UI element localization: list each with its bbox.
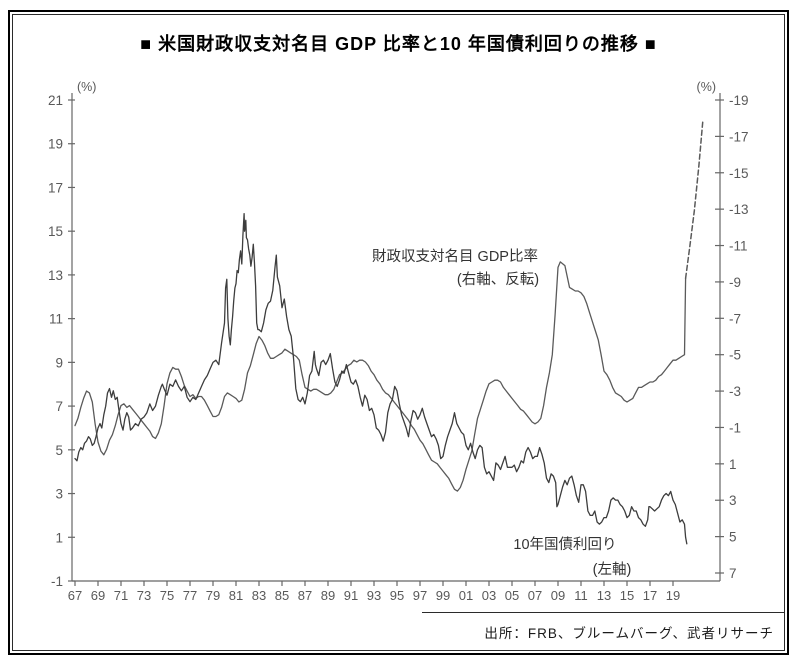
x-axis-tick-label: 75 [160, 588, 174, 603]
left-axis-unit-label: (%) [77, 80, 96, 94]
figure-frame: ■ 米国財政収支対名目 GDP 比率と10 年国債利回りの推移 ■ 21 19 17… [8, 10, 789, 655]
source-note: 出所：FRB、ブルームバーグ、武者リサーチ [422, 612, 784, 650]
x-axis-tick-label: 03 [482, 588, 496, 603]
fiscal-balance-line [74, 261, 687, 492]
left-axis-tick-label: 9 [55, 355, 63, 370]
fiscal-projection-dashed-line [684, 119, 704, 280]
x-axis-tick-label: 73 [137, 588, 151, 603]
annotation-yield-line2: (左軸) [593, 561, 632, 578]
left-axis-tick-label: 11 [49, 312, 63, 327]
right-axis-tick-label: -3 [729, 384, 741, 399]
yield-line [74, 213, 688, 545]
left-axis-tick-label: 21 [48, 93, 63, 108]
x-axis-tick-label: 87 [298, 588, 312, 603]
x-axis-tick-label: 09 [551, 588, 565, 603]
right-axis-tick-label: 5 [729, 530, 737, 545]
dual-axis-line-chart: 21191715131197531-1(%)-19-17-15-13-11-9-… [48, 80, 749, 603]
x-axis-tick-label: 89 [321, 588, 335, 603]
left-axis-tick-label: -1 [51, 574, 63, 589]
right-axis-tick-label: -5 [729, 348, 741, 363]
left-axis-tick-label: 13 [48, 268, 63, 283]
right-axis-tick-label: 3 [729, 493, 737, 508]
annotation-yield-line1: 10年国債利回り [513, 536, 616, 553]
x-axis-tick-label: 81 [229, 588, 243, 603]
right-axis-tick-label: -9 [729, 275, 741, 290]
right-axis-tick-label: -1 [729, 420, 741, 435]
right-axis-tick-label: -19 [729, 93, 749, 108]
x-axis-tick-label: 69 [91, 588, 105, 603]
x-axis-tick-label: 93 [367, 588, 381, 603]
right-axis-tick-label: -7 [729, 311, 741, 326]
x-axis-tick-label: 95 [390, 588, 404, 603]
annotation-fiscal-line1: 財政収支対名目 GDP比率 [372, 248, 538, 265]
x-axis-tick-label: 91 [344, 588, 358, 603]
right-axis-tick-label: -13 [729, 202, 749, 217]
x-axis-tick-label: 13 [597, 588, 611, 603]
left-axis-tick-label: 15 [48, 224, 63, 239]
x-axis-tick-label: 15 [620, 588, 634, 603]
right-axis-unit-label: (%) [697, 80, 716, 94]
x-axis-tick-label: 99 [436, 588, 450, 603]
left-axis-tick-label: 17 [48, 180, 63, 195]
left-axis-tick-label: 5 [55, 443, 63, 458]
right-axis-tick-label: -11 [729, 239, 748, 254]
left-axis-tick-label: 1 [55, 530, 63, 545]
right-axis-tick-label: 7 [729, 566, 737, 581]
x-axis-tick-label: 71 [114, 588, 128, 603]
x-axis-tick-label: 83 [252, 588, 266, 603]
figure-inner-frame: ■ 米国財政収支対名目 GDP 比率と10 年国債利回りの推移 ■ 21 19 17… [12, 14, 785, 651]
x-axis-tick-label: 07 [528, 588, 542, 603]
x-axis-tick-label: 79 [206, 588, 220, 603]
x-axis-tick-label: 17 [643, 588, 657, 603]
chart-area: 21 19 17 15 13 11 9 7 5 3 1 -1 (%) -19 -17 -15 -13 -11 -9-… [14, 65, 790, 615]
left-axis-tick-label: 19 [48, 137, 63, 152]
x-axis-tick-label: 77 [183, 588, 197, 603]
figure-title: ■ 米国財政収支対名目 GDP 比率と10 年国債利回りの推移 ■ [140, 34, 657, 54]
left-axis-tick-label: 3 [55, 487, 63, 502]
x-axis-tick-label: 11 [574, 588, 588, 603]
x-axis-tick-label: 97 [413, 588, 427, 603]
x-axis-tick-label: 01 [459, 588, 473, 603]
right-axis-tick-label: 1 [729, 457, 737, 472]
left-axis-tick-label: 7 [55, 399, 63, 414]
right-axis-tick-label: -17 [729, 129, 749, 144]
x-axis-tick-label: 05 [505, 588, 519, 603]
x-axis-tick-label: 67 [68, 588, 82, 603]
annotation-fiscal-line2: (右軸、反転) [457, 271, 539, 288]
x-axis-tick-label: 19 [666, 588, 680, 603]
right-axis-tick-label: -15 [729, 166, 749, 181]
x-axis-tick-label: 85 [275, 588, 289, 603]
